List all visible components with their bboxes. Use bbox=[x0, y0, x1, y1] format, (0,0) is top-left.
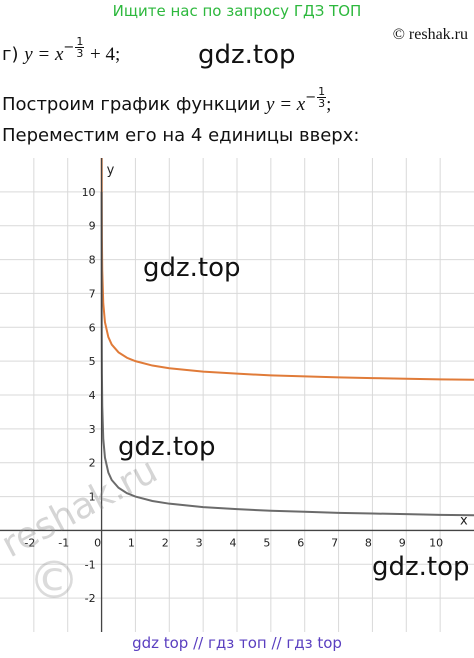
formula-rhs: + 4; bbox=[90, 44, 121, 65]
y-tick-label: 2 bbox=[89, 457, 96, 470]
x-axis-label: x bbox=[460, 513, 468, 528]
y-axis-label: y bbox=[107, 163, 115, 178]
copyright: © reshak.ru bbox=[392, 26, 468, 43]
x-tick-label: 1 bbox=[128, 536, 135, 549]
exp-den: 3 bbox=[76, 47, 84, 60]
formula-lhs: y = x bbox=[24, 44, 64, 65]
step2-text: Переместим его на 4 единицы вверх: bbox=[2, 125, 360, 146]
formula-rhs: ; bbox=[326, 94, 332, 115]
y-tick-label: 9 bbox=[89, 220, 96, 233]
x-tick-label: 10 bbox=[429, 536, 443, 549]
watermark: gdz.top bbox=[198, 40, 296, 70]
x-tick-label: 0 bbox=[94, 536, 101, 549]
watermark: gdz.top bbox=[372, 552, 470, 582]
exp-num: 1 bbox=[75, 35, 85, 48]
watermark: gdz.top bbox=[118, 432, 216, 462]
footer: gdz top // гдз топ // гдз top bbox=[132, 634, 342, 652]
x-tick-label: 7 bbox=[331, 536, 338, 549]
graph: -2 -1 0 1 2 3 4 5 6 7 8 9 10 -2 -1 1 2 3 4 5 6 7 8 9 10 x y gdz.top… bbox=[0, 158, 474, 632]
y-tick-label: 4 bbox=[89, 389, 96, 402]
exp-sign: − bbox=[305, 90, 317, 105]
x-tick-label: 9 bbox=[399, 536, 406, 549]
x-tick-label: 3 bbox=[196, 536, 203, 549]
y-tick-label: -2 bbox=[85, 592, 96, 605]
y-tick-label: 1 bbox=[89, 491, 96, 504]
x-tick-label: 5 bbox=[263, 536, 270, 549]
watermark: gdz.top bbox=[143, 253, 241, 283]
site-symbol: © bbox=[28, 551, 80, 611]
step1-line: Построим график функции y = x −1 3; bbox=[2, 86, 331, 116]
exponent: −1 3 bbox=[305, 85, 327, 110]
x-tick-label: 2 bbox=[162, 536, 169, 549]
x-tick-label: -1 bbox=[58, 536, 69, 549]
y-tick-label: 3 bbox=[89, 423, 96, 436]
y-tick-label: 8 bbox=[89, 254, 96, 267]
task-line: г) y = x −1 3 + 4; bbox=[2, 36, 120, 66]
exp-den: 3 bbox=[318, 97, 326, 110]
x-tick-label: 8 bbox=[365, 536, 372, 549]
x-tick-label: 6 bbox=[297, 536, 304, 549]
y-tick-label: 7 bbox=[89, 287, 96, 300]
site-watermark: reshak.ru bbox=[0, 450, 164, 566]
x-tick-label: -2 bbox=[24, 536, 35, 549]
y-tick-label: 10 bbox=[82, 186, 96, 199]
formula-lhs: y = x bbox=[266, 94, 306, 115]
task-label: г) bbox=[2, 44, 19, 65]
y-tick-label: -1 bbox=[85, 558, 96, 571]
search-note: Ищите нас по запросу ГДЗ ТОП bbox=[112, 2, 362, 20]
exp-sign: − bbox=[63, 40, 75, 55]
x-tick-label: 4 bbox=[230, 536, 237, 549]
exponent: −1 3 bbox=[63, 35, 85, 60]
step1-text: Построим график функции bbox=[2, 94, 261, 115]
exp-num: 1 bbox=[317, 85, 327, 98]
y-tick-label: 5 bbox=[89, 355, 96, 368]
curve bbox=[100, 191, 474, 517]
y-tick-label: 6 bbox=[89, 321, 96, 334]
